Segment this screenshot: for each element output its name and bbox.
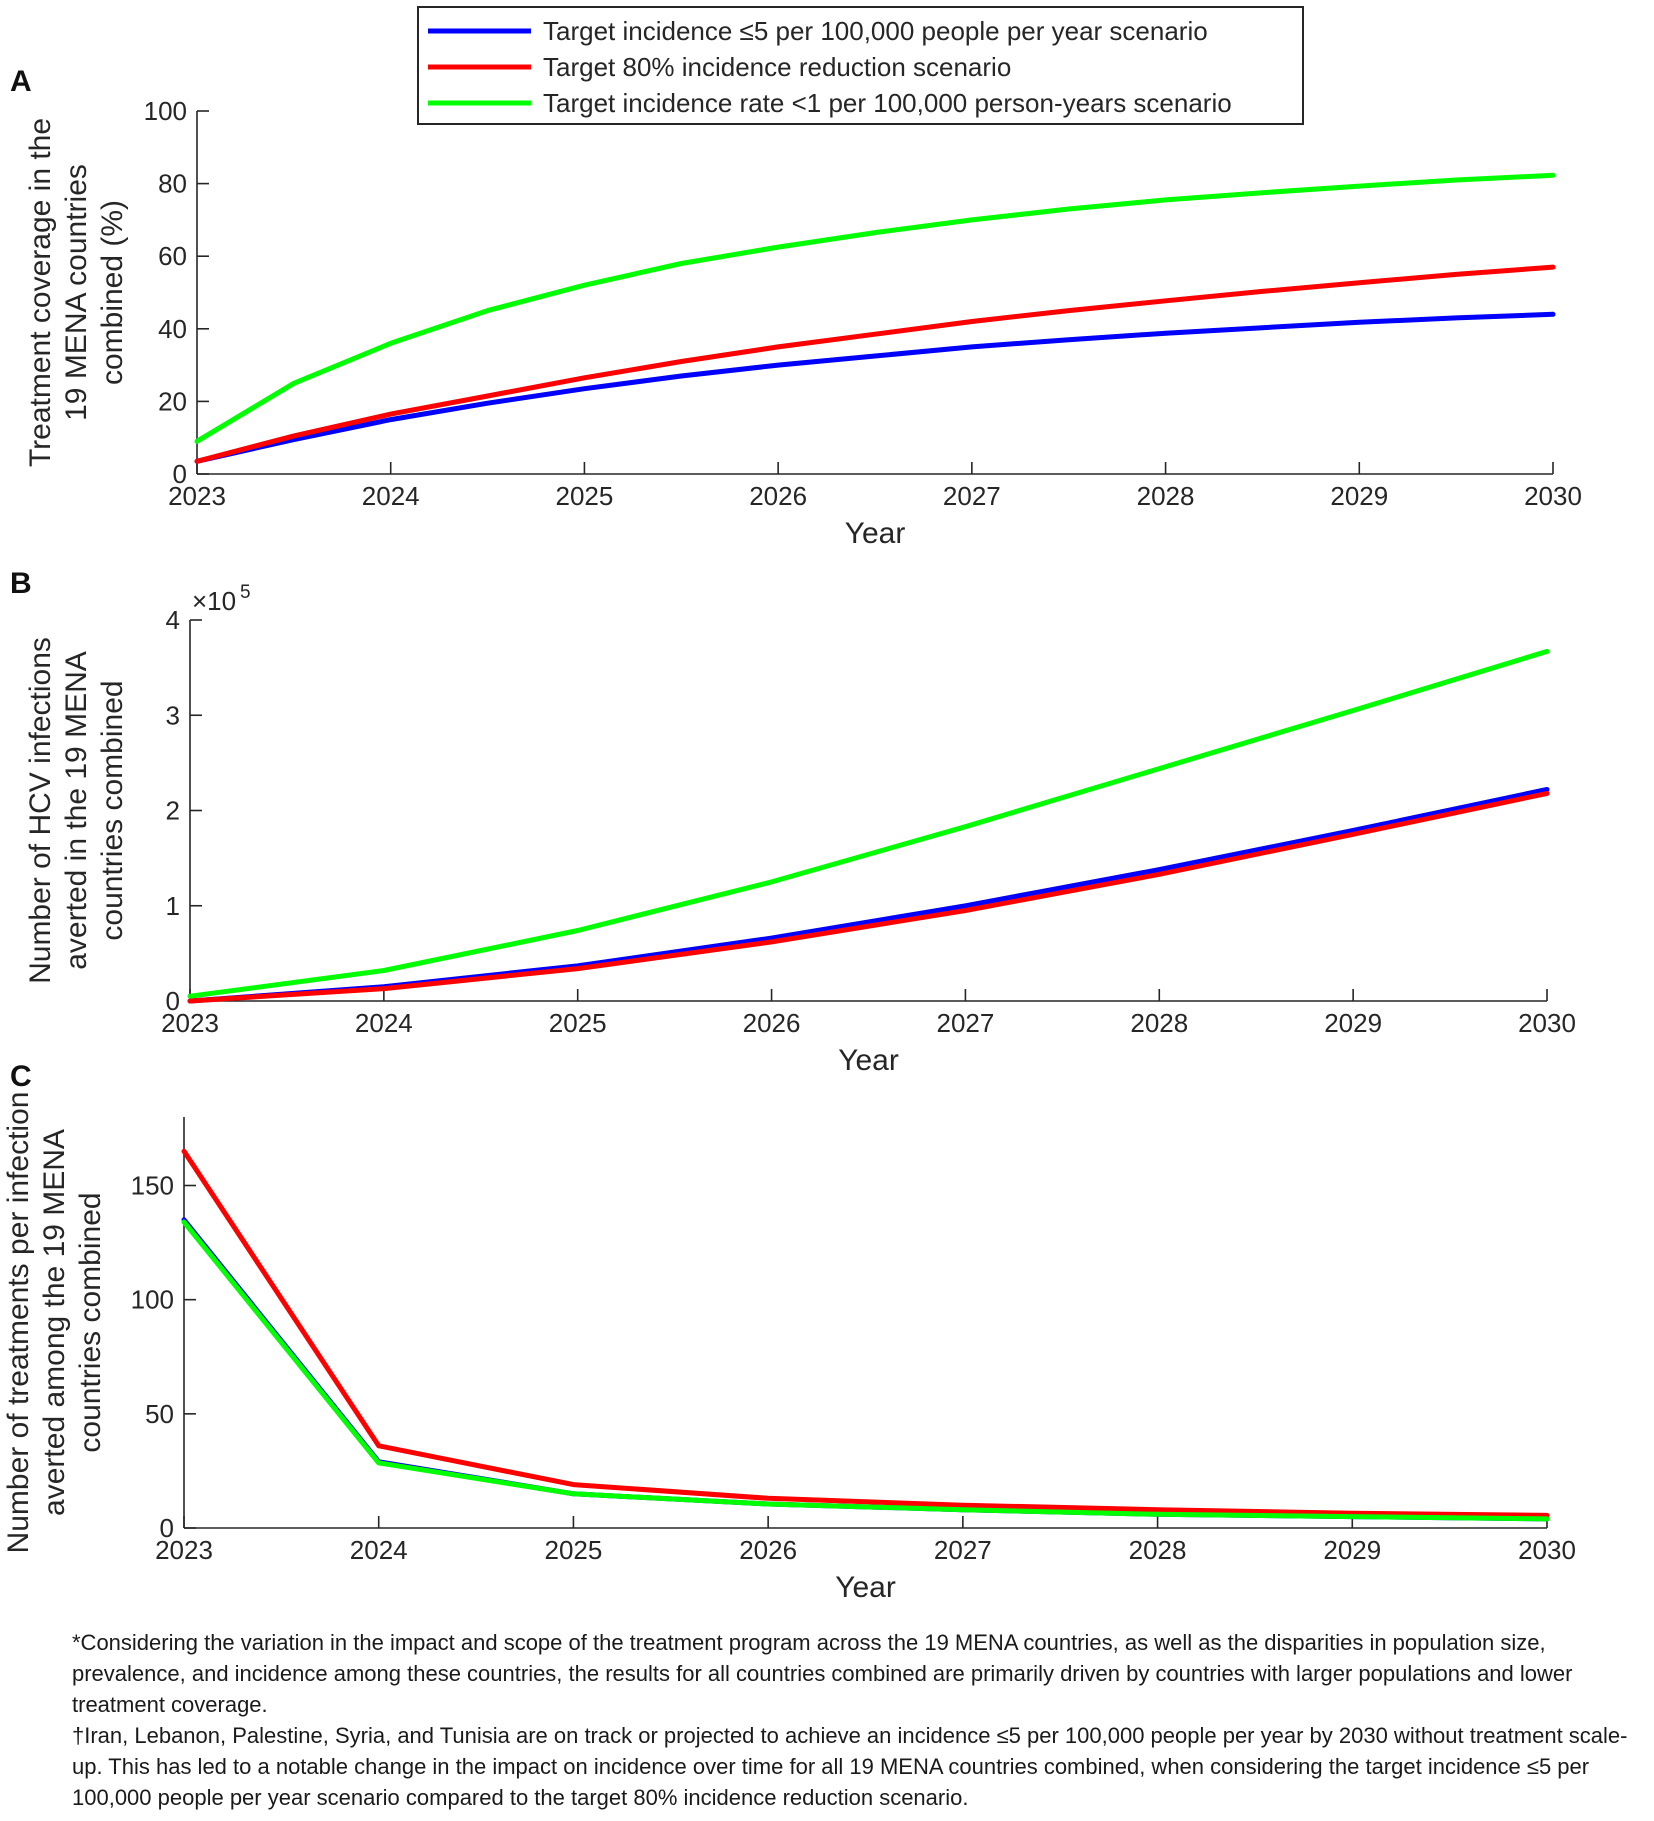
y-exponent-power: 5: [240, 582, 251, 603]
x-tick-label: 2025: [545, 1535, 603, 1565]
y-tick-label: 3: [166, 700, 180, 730]
x-tick-label: 2027: [937, 1008, 995, 1038]
y-axis-label: Number of HCV infections averted in the 1…: [24, 637, 129, 984]
x-tick-label: 2028: [1130, 1008, 1188, 1038]
panel-letter: B: [10, 567, 32, 600]
y-axis-label-line: combined (%): [96, 200, 129, 385]
series-line-green: [187, 648, 1550, 999]
legend-label-blue: Target incidence ≤5 per 100,000 people p…: [543, 16, 1208, 46]
y-tick-label: 2: [166, 796, 180, 826]
chart-panel-c: C 0 50 100 150 2023 2024 2025 2026 2027 2028 2029 20…: [2, 1060, 1576, 1604]
x-axis-label: Year: [838, 1044, 899, 1077]
footnote-asterisk: *Considering the variation in the impact…: [72, 1630, 1573, 1717]
x-tick-label: 2027: [934, 1535, 992, 1565]
series-line-red: [181, 1148, 1550, 1518]
footnote-dagger: †Iran, Lebanon, Palestine, Syria, and Tu…: [72, 1723, 1628, 1810]
y-axis-label-line: Treatment coverage in the: [24, 118, 57, 467]
series-line-red: [194, 264, 1556, 464]
y-tick-label: 4: [166, 605, 180, 635]
x-tick-label: 2028: [1129, 1535, 1187, 1565]
legend-box: [417, 6, 1304, 125]
y-tick-label: 1: [166, 891, 180, 921]
y-tick-label: 0: [160, 1513, 174, 1543]
y-axis-label-line: Number of HCV infections: [24, 637, 57, 984]
x-tick-label: 2023: [155, 1535, 213, 1565]
x-tick-label: 2026: [743, 1008, 801, 1038]
x-axis-label: Year: [835, 1571, 896, 1604]
x-tick-label: 2026: [739, 1535, 797, 1565]
x-tick-label: 2028: [1137, 481, 1195, 511]
y-axis-label: Treatment coverage in the 19 MENA countri…: [24, 118, 129, 467]
x-tick-label: 2030: [1518, 1535, 1576, 1565]
panel-letter: A: [10, 65, 32, 98]
x-tick-label: 2023: [168, 481, 226, 511]
x-tick-label: 2023: [161, 1008, 219, 1038]
legend: Target incidence ≤5 per 100,000 people p…: [417, 6, 1304, 125]
y-tick-label: 20: [158, 386, 187, 416]
y-tick-label: 80: [158, 169, 187, 199]
x-tick-label: 2029: [1323, 1535, 1381, 1565]
chart-panel-a: A 0 20 40 60 80 100 2023 2024 2025 2026 2027 2028 202…: [10, 65, 1582, 550]
x-tick-label: 2029: [1330, 481, 1388, 511]
y-axis-label-line: 19 MENA countries: [60, 164, 93, 421]
y-axis-label-line: averted among the 19 MENA: [38, 1129, 71, 1516]
panel-letter: C: [10, 1060, 32, 1093]
y-tick-label: 0: [173, 459, 187, 489]
x-tick-label: 2024: [362, 481, 420, 511]
y-tick-label: 100: [131, 1285, 174, 1315]
y-axis-label: Number of treatments per infection averte…: [2, 1092, 107, 1554]
y-tick-label: 0: [166, 986, 180, 1016]
y-tick-label: 150: [131, 1171, 174, 1201]
footnotes: *Considering the variation in the impact…: [72, 1627, 1652, 1813]
x-tick-label: 2025: [556, 481, 614, 511]
y-axis-label-line: Number of treatments per infection: [2, 1092, 35, 1554]
legend-label-red: Target 80% incidence reduction scenario: [543, 52, 1011, 82]
y-axis-label-line: countries combined: [74, 1192, 107, 1452]
series-line-red: [187, 790, 1550, 1004]
x-tick-label: 2024: [350, 1535, 408, 1565]
x-tick-label: 2026: [749, 481, 807, 511]
series-line-green: [194, 172, 1556, 444]
legend-label-green: Target incidence rate <1 per 100,000 per…: [543, 88, 1232, 118]
x-tick-label: 2030: [1518, 1008, 1576, 1038]
y-tick-label: 100: [144, 96, 187, 126]
x-tick-label: 2025: [549, 1008, 607, 1038]
chart-panel-b: B 0 1 2 3 4 2023 2024 2025 2026 2027 2028 2029 2030 ×1…: [10, 567, 1576, 1077]
y-tick-label: 60: [158, 241, 187, 271]
x-axis-label: Year: [845, 517, 906, 550]
y-axis-label-line: countries combined: [96, 680, 129, 940]
x-tick-label: 2030: [1524, 481, 1582, 511]
series-line-green: [181, 1219, 1550, 1522]
series-line-blue: [181, 1217, 1550, 1522]
y-exponent-label: ×10: [192, 586, 236, 616]
x-tick-label: 2029: [1324, 1008, 1382, 1038]
series-line-blue: [194, 311, 1556, 464]
x-tick-label: 2024: [355, 1008, 413, 1038]
y-axis-label-line: averted in the 19 MENA: [60, 651, 93, 970]
y-tick-label: 40: [158, 314, 187, 344]
y-tick-label: 50: [145, 1399, 174, 1429]
x-tick-label: 2027: [943, 481, 1001, 511]
